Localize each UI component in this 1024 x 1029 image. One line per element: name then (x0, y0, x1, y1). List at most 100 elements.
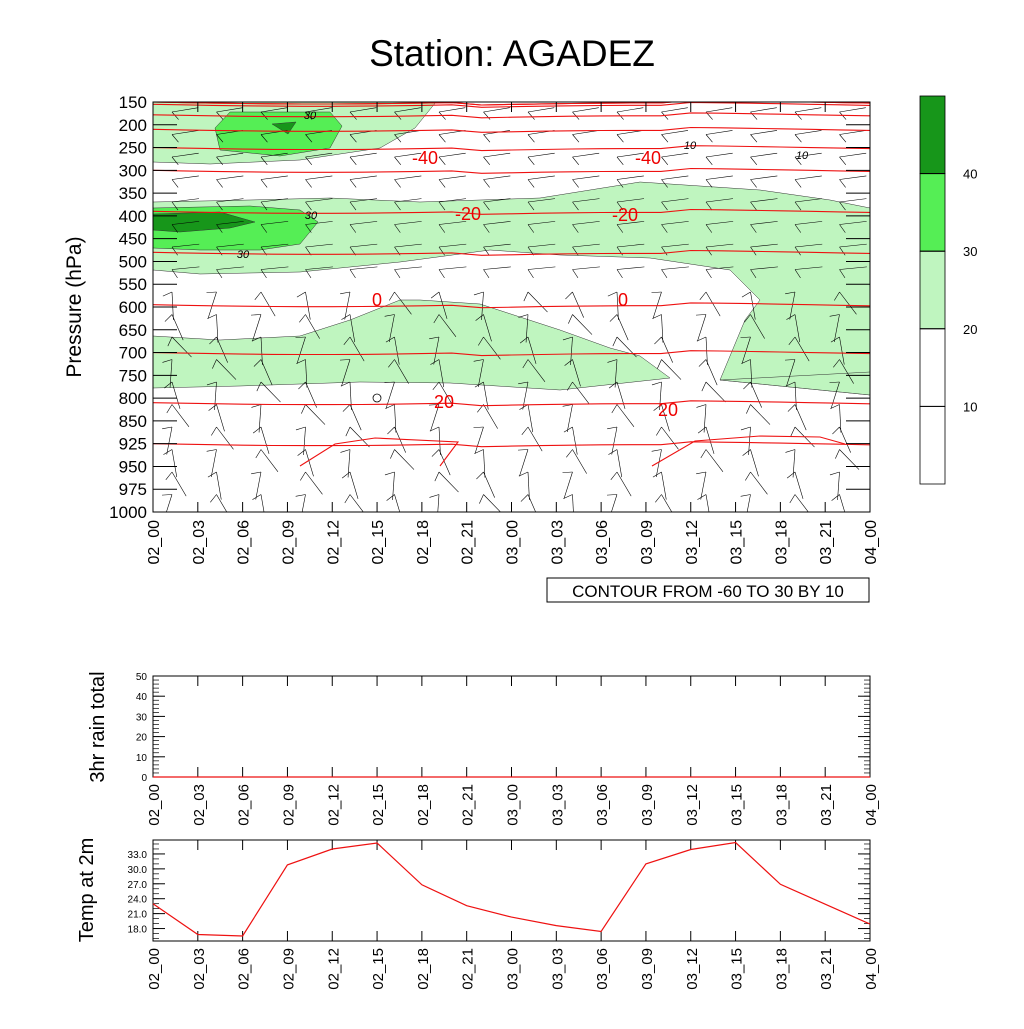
wind-barb (166, 494, 173, 512)
wind-barb-flag (438, 179, 446, 188)
wind-barb (305, 404, 326, 425)
temp-time-tick-label: 03_15 (729, 948, 746, 990)
temperature-contour-line (153, 249, 870, 256)
wind-barb-flag (340, 291, 351, 295)
wind-barb-flag (253, 359, 262, 367)
temp-time-tick-label: 03_09 (639, 948, 656, 990)
wind-barb-flag (785, 449, 796, 453)
wind-barb-flag (657, 359, 662, 369)
wind-barb-flag (438, 134, 446, 143)
wind-barb-flag (171, 246, 178, 256)
wind-barb (252, 314, 262, 342)
wind-barb-flag (206, 449, 217, 452)
wind-barb (210, 449, 217, 478)
wind-barb (789, 291, 796, 320)
wind-barb-flag (565, 291, 573, 300)
wind-barb (216, 359, 237, 380)
contour-label: -20 (612, 205, 638, 225)
wind-barb-flag (216, 134, 224, 143)
wind-barb (659, 381, 662, 410)
wind-barb (171, 107, 199, 113)
wind-barb (260, 243, 289, 248)
wind-barb (483, 175, 511, 180)
wind-barb (741, 336, 751, 364)
rain-axis-label: 3hr rain total (87, 671, 109, 782)
wind-barb-flag (479, 494, 484, 504)
wind-barb-flag (252, 426, 262, 434)
wind-barb-flag (785, 291, 796, 295)
wind-barb (572, 314, 593, 335)
wind-barb-flag (830, 404, 840, 409)
wind-barb-flag (697, 426, 707, 434)
wind-barb-flag (385, 404, 395, 409)
wind-barb-flag (829, 314, 840, 317)
contour-label: 0 (372, 290, 382, 310)
wind-barb (527, 471, 530, 500)
wind-barb-flag (483, 179, 490, 188)
pressure-tick-label: 350 (119, 184, 147, 203)
wind-barb-flag (661, 246, 668, 256)
wind-barb-flag (251, 404, 262, 408)
rain-time-tick-label: 03_15 (729, 784, 746, 826)
temperature-contour-surface-day1 (299, 437, 460, 467)
wind-barb (216, 426, 234, 450)
wind-barb-flag (430, 291, 440, 299)
wind-barb (171, 381, 181, 409)
wind-barb-flag (696, 471, 707, 475)
wind-barb-flag (839, 224, 846, 233)
wind-barb (260, 449, 279, 472)
wind-barb (794, 494, 809, 512)
wind-barb (260, 175, 288, 180)
wind-barb (171, 291, 174, 320)
wind-barb-flag (349, 134, 357, 143)
wind-barb (483, 404, 498, 429)
contour-info-box (546, 577, 870, 603)
wind-barb (258, 404, 262, 433)
wind-barb-flag (652, 471, 662, 478)
wind-barb (839, 221, 867, 225)
wind-barb-flag (697, 494, 707, 500)
wind-barb (527, 152, 555, 158)
wind-barb-flag (162, 494, 173, 496)
wind-barb (616, 381, 626, 409)
wind-barb (527, 175, 555, 180)
wind-barb-flag (616, 134, 624, 143)
pressure-tick-label: 450 (119, 230, 147, 249)
wind-barb-flag (750, 111, 758, 120)
contour-label: 30 (305, 210, 318, 222)
wind-barb-flag (251, 471, 262, 475)
wind-barb (255, 471, 262, 500)
wind-barb (216, 404, 225, 432)
wind-barb (305, 449, 314, 477)
rain-time-tick-label: 03_06 (594, 784, 611, 826)
wind-barb (750, 130, 778, 135)
wind-barb-flag (699, 291, 707, 301)
wind-barb-flag (343, 336, 351, 346)
wind-barb-flag (254, 291, 262, 301)
wind-barb (833, 314, 840, 343)
wind-barb (750, 221, 778, 225)
calm-wind-circle (372, 393, 382, 403)
wind-barb (166, 426, 173, 455)
pressure-tick-label: 150 (119, 93, 147, 112)
y-tick-label: 27.0 (128, 880, 148, 891)
wind-barb (260, 266, 289, 270)
wind-barb-flag (794, 269, 801, 279)
temp-time-tick-label: 03_21 (818, 948, 835, 990)
wind-barb-flag (607, 494, 618, 496)
wind-barb-flag (794, 179, 802, 188)
wind-barb-flag (483, 134, 491, 143)
wind-barb-flag (527, 134, 535, 143)
wind-barb-flag (610, 471, 618, 481)
wind-barb (839, 404, 842, 433)
wind-barb-flag (474, 381, 484, 388)
humidity-region-mid (153, 181, 870, 396)
wind-barb-flag (653, 404, 662, 411)
y-tick-label: 30 (136, 712, 148, 723)
y-tick-label: 18.0 (128, 925, 148, 936)
wind-barb-flag (521, 426, 529, 436)
wind-barb (661, 175, 689, 180)
main-time-tick-label: 03_03 (549, 520, 566, 565)
wind-barb-flag (612, 336, 618, 347)
